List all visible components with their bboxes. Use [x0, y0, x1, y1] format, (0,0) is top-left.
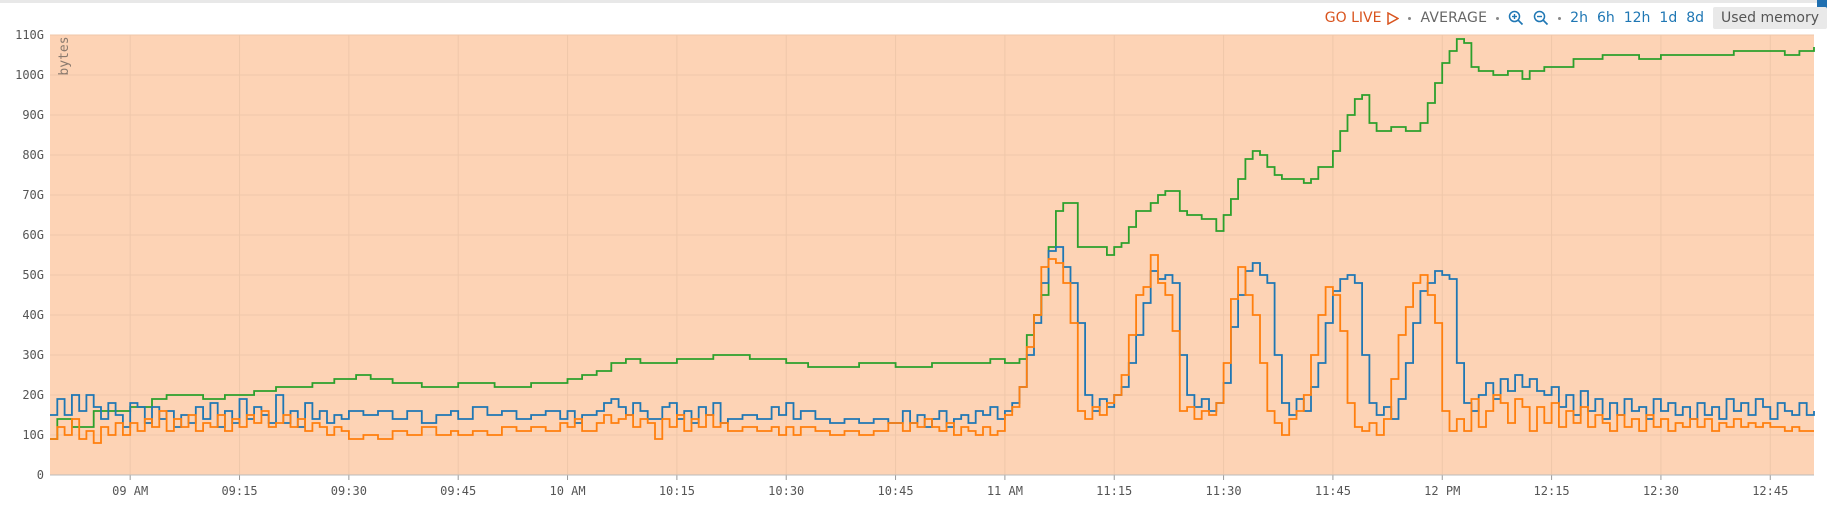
separator-dot: [1558, 16, 1562, 20]
y-axis-ticks: 0 10G 20G 30G 40G 50G 60G 70G 80G 90G 100G 110G: [15, 28, 44, 482]
x-tick-label: 10:15: [659, 484, 695, 498]
x-tick-label: 09 AM: [112, 484, 148, 498]
y-tick-label: 100G: [15, 68, 44, 82]
zoom-in-icon[interactable]: [1508, 10, 1524, 26]
plot-background: [50, 35, 1814, 475]
x-tick-label: 12:15: [1534, 484, 1570, 498]
y-tick-label: 40G: [22, 308, 44, 322]
y-tick-label: 90G: [22, 108, 44, 122]
x-tick-label: 12:45: [1752, 484, 1788, 498]
range-12h-button[interactable]: 12h: [1623, 10, 1651, 26]
y-tick-label: 80G: [22, 148, 44, 162]
range-6h-button[interactable]: 6h: [1596, 10, 1615, 26]
series-line-0: [50, 38, 1815, 440]
series-line-2: [50, 254, 1814, 444]
y-tick-label: 30G: [22, 348, 44, 362]
series-group: [50, 38, 1815, 444]
x-tick-label: 11:30: [1206, 484, 1242, 498]
separator-dot: [1496, 16, 1500, 20]
aggregation-select[interactable]: AVERAGE: [1420, 10, 1488, 26]
y-tick-label: 0: [37, 468, 44, 482]
x-tick-label: 09:45: [440, 484, 476, 498]
x-tick-label: 11:45: [1315, 484, 1351, 498]
go-live-button[interactable]: GO LIVE: [1325, 10, 1400, 26]
x-tick-label: 12:30: [1643, 484, 1679, 498]
x-tick-label: 09:15: [221, 484, 257, 498]
x-tick-label: 11:15: [1096, 484, 1132, 498]
x-axis-ticks: 09 AM 09:15 09:30 09:45 10 AM 10:15 10:30 10:45…: [112, 475, 1788, 498]
chart-toolbar: GO LIVE AVERAGE 2h 6h 12h 1d 8d Used mem…: [1325, 7, 1827, 29]
range-1d-button[interactable]: 1d: [1659, 10, 1678, 26]
top-border: [0, 0, 1827, 3]
separator-dot: [1408, 16, 1412, 20]
x-tick-label: 09:30: [331, 484, 367, 498]
go-live-label: GO LIVE: [1324, 10, 1382, 26]
x-tick-label: 11 AM: [987, 484, 1023, 498]
x-tick-label: 10:30: [768, 484, 804, 498]
y-tick-label: 110G: [15, 28, 44, 42]
grid-lines: [50, 34, 1814, 475]
play-icon: [1387, 11, 1400, 25]
zoom-out-icon[interactable]: [1533, 10, 1549, 26]
x-tick-label: 10 AM: [549, 484, 585, 498]
range-8d-button[interactable]: 8d: [1686, 10, 1704, 26]
y-tick-label: 20G: [22, 388, 44, 402]
y-tick-label: 10G: [22, 428, 44, 442]
x-tick-label: 10:45: [877, 484, 913, 498]
x-tick-label: 12 PM: [1424, 484, 1460, 498]
metric-select[interactable]: Used memory: [1713, 7, 1827, 29]
y-tick-label: 70G: [22, 188, 44, 202]
y-tick-label: 60G: [22, 228, 44, 242]
y-axis-label: bytes: [57, 36, 72, 75]
range-2h-button[interactable]: 2h: [1570, 10, 1588, 26]
y-tick-label: 50G: [22, 268, 44, 282]
